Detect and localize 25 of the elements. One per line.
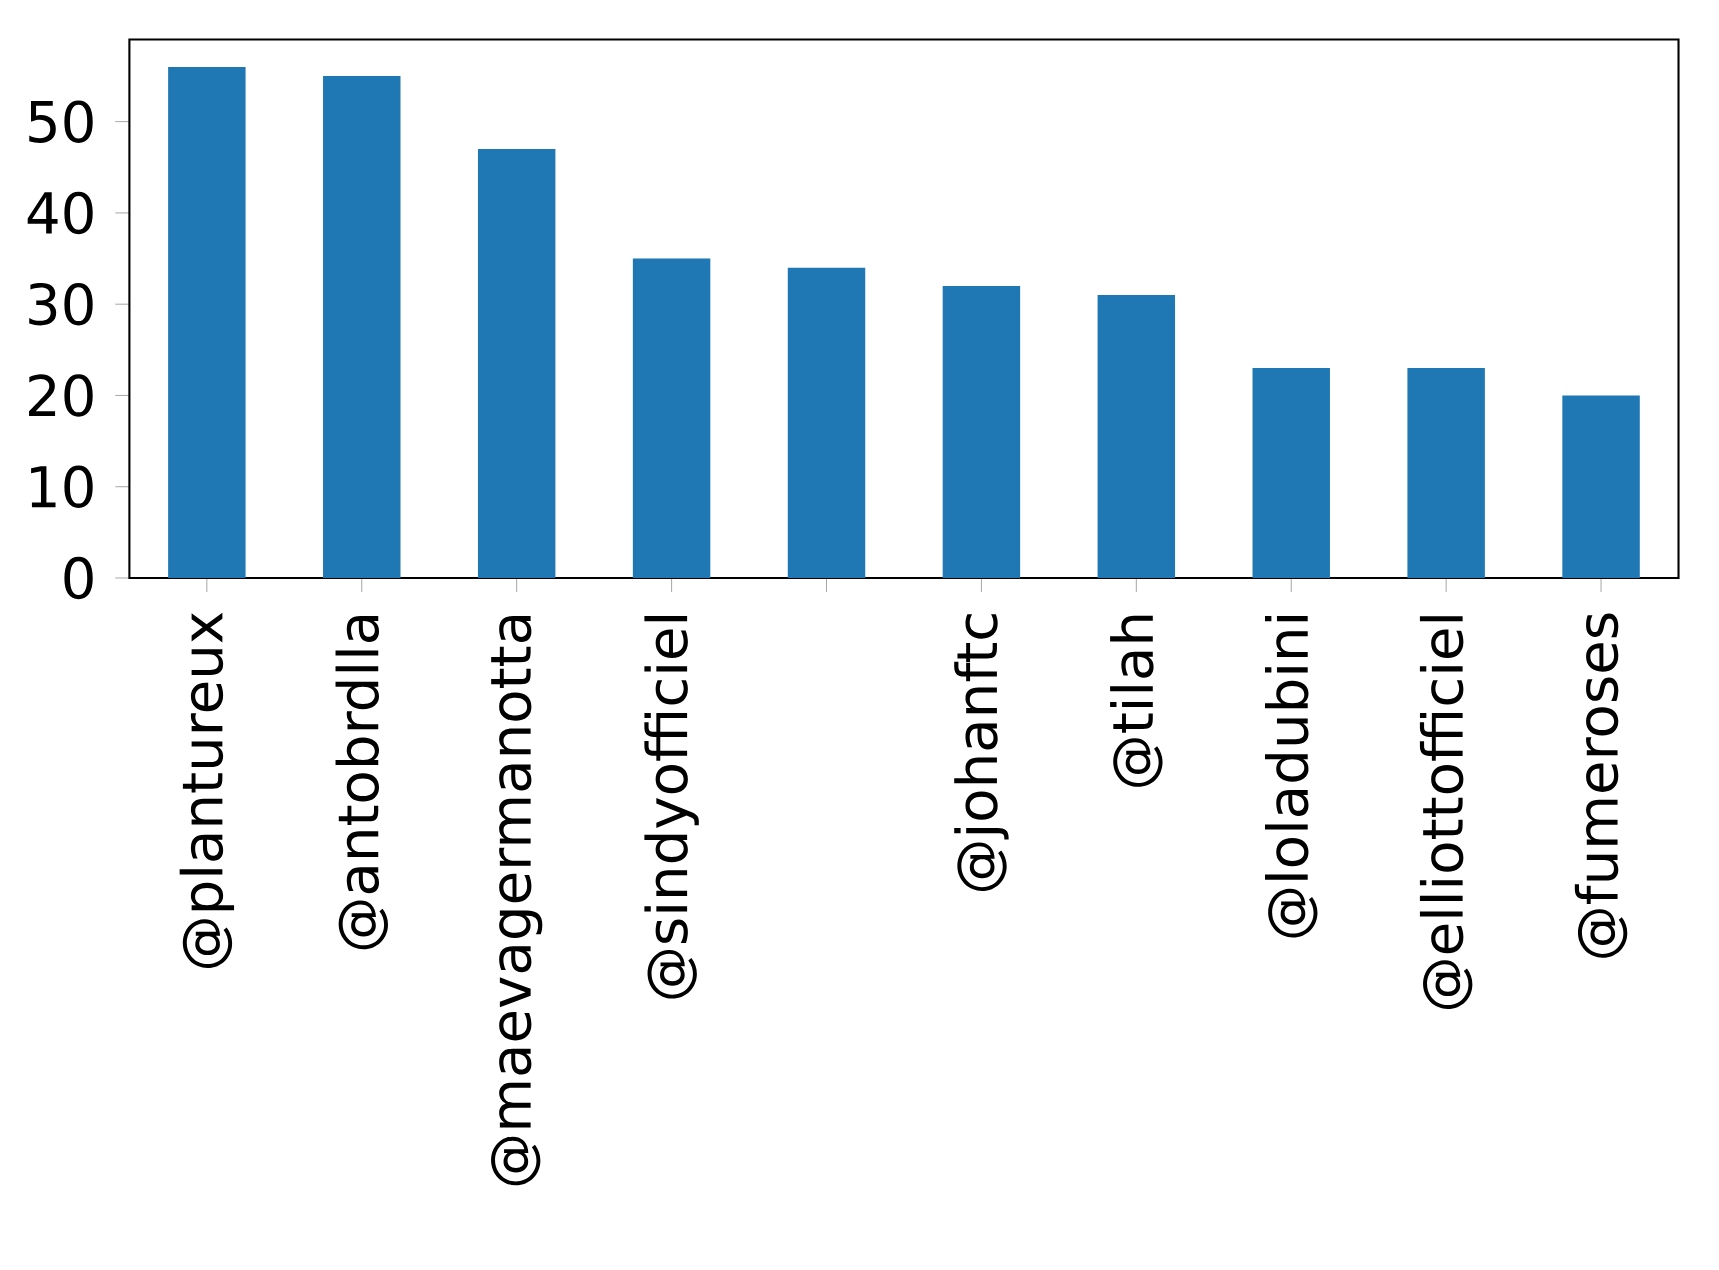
y-tick-label: 20 bbox=[29, 374, 93, 417]
bar bbox=[1252, 368, 1330, 578]
x-tick-label: @fumeroses bbox=[1574, 613, 1628, 958]
y-tick-label: 30 bbox=[29, 282, 93, 326]
y-tick-label: 0 bbox=[64, 556, 93, 600]
x-tick-label: @maevagermanotta bbox=[491, 616, 543, 1186]
bar bbox=[1562, 395, 1640, 578]
bar bbox=[1097, 295, 1176, 578]
x-tick-label: @tilah bbox=[1110, 615, 1163, 787]
bar bbox=[168, 66, 246, 578]
x-tick-label: @plantureux bbox=[179, 612, 235, 968]
y-tick-label: 10 bbox=[31, 465, 93, 508]
bar bbox=[942, 285, 1021, 578]
x-tick-label: @johanftc bbox=[954, 614, 1009, 891]
x-tick-label: @loladubini bbox=[1264, 616, 1318, 938]
bar bbox=[632, 258, 711, 578]
x-tick-label: @elliottofficiel bbox=[1419, 616, 1473, 1009]
bar bbox=[787, 267, 866, 578]
y-tick-label: 50 bbox=[29, 100, 93, 143]
y-tick-label: 40 bbox=[27, 191, 93, 235]
x-tick-label: @sindyofficiel bbox=[644, 616, 699, 999]
bar bbox=[477, 149, 556, 578]
x-tick-label: @antobrdlla bbox=[335, 615, 388, 950]
bar bbox=[323, 76, 401, 578]
bar bbox=[1407, 368, 1485, 578]
